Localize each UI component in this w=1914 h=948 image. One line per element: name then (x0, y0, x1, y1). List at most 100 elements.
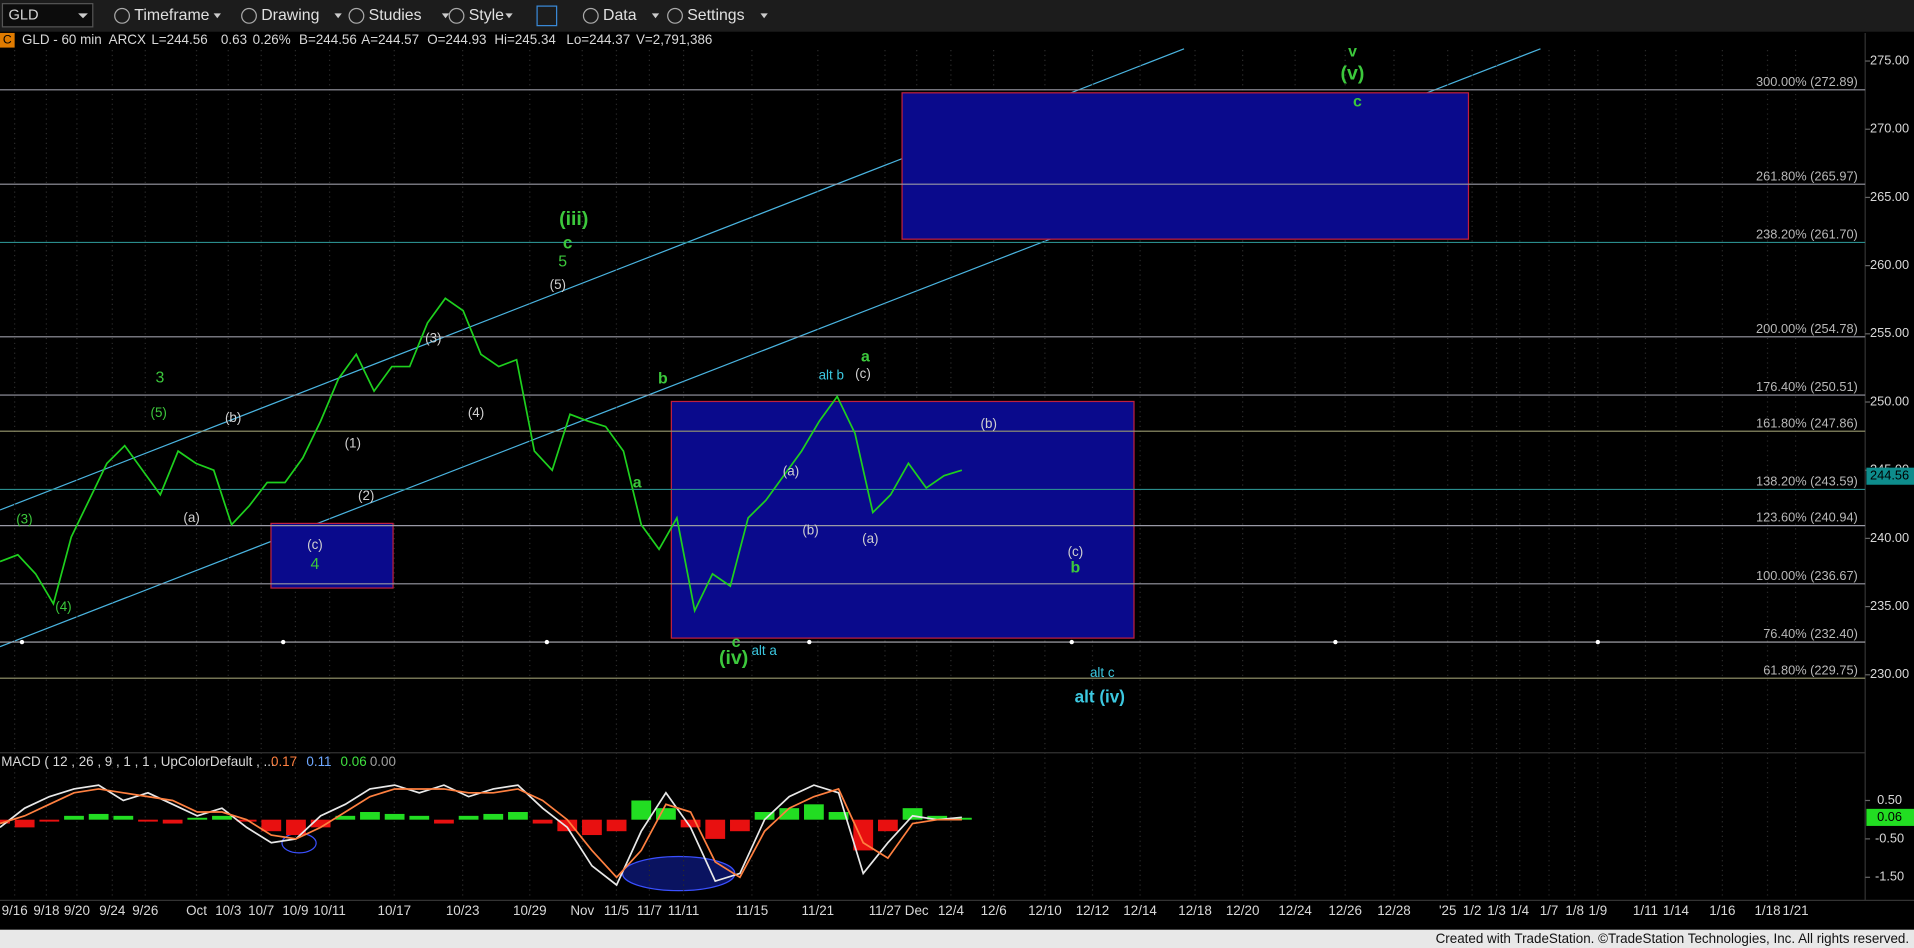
last-value-tag (1866, 808, 1914, 826)
wave-label: c (563, 234, 573, 253)
x-tick-label: 11/15 (736, 903, 769, 918)
menu-icon[interactable] (114, 7, 131, 24)
x-tick-label: 9/24 (99, 903, 126, 918)
wave-label: 4 (311, 556, 320, 573)
histogram-bar (705, 819, 726, 839)
histogram-bar (779, 808, 800, 820)
last-price-label: 244.56 (1870, 468, 1909, 483)
symbol[interactable]: GLD (9, 8, 39, 24)
menu-icon[interactable] (448, 7, 465, 24)
wave-label: (4) (468, 405, 484, 420)
wave-label: alt a (751, 643, 777, 658)
info-field: L=244.56 (151, 32, 207, 47)
y-tick-label: -1.50 (1875, 869, 1904, 884)
wave-label: (b) (981, 416, 997, 431)
macd-title: MACD ( 12 , 26 , 9 , 1 , 1 , UpColorDefa… (1, 754, 275, 769)
symbol-box[interactable] (1, 3, 94, 28)
last-price-tag (1866, 467, 1914, 485)
y-tick-label: -0.50 (1875, 830, 1904, 845)
menu-item[interactable]: Timeframe (134, 7, 209, 24)
y-tick-label: 260.00 (1870, 257, 1909, 272)
price-line (0, 787, 962, 879)
wave-label: b (658, 371, 668, 388)
x-tick-label: 1/11 (1633, 903, 1658, 918)
fib-label: 138.20% (243.59) (1756, 474, 1858, 489)
macd-readout: 0.17 (271, 754, 297, 769)
x-tick-label: 12/4 (938, 903, 965, 918)
x-tick-label: Nov (570, 903, 594, 918)
fib-label: 123.60% (240.94) (1756, 510, 1858, 525)
dropdown-arrow (760, 13, 768, 19)
fib-label: 176.40% (250.51) (1756, 379, 1858, 394)
wave-label: (v) (1341, 63, 1365, 85)
histogram-bar (582, 819, 602, 836)
price-line (0, 297, 963, 614)
x-tick-label: 11/5 (604, 903, 629, 918)
level-marker (280, 639, 286, 645)
histogram-bar (631, 800, 652, 820)
wave-label: c (732, 634, 741, 651)
fib-label: 61.80% (229.75) (1763, 662, 1858, 677)
wave-label: (1) (345, 436, 361, 451)
info-field: B=244.56 (299, 32, 357, 47)
histogram-bar (14, 819, 35, 828)
histogram-bar (656, 808, 676, 820)
dropdown-arrow (441, 13, 450, 19)
wave-label: (4) (55, 599, 71, 614)
wave-label: alt b (819, 367, 844, 382)
wave-label: (3) (16, 511, 32, 526)
fib-label: 238.20% (261.70) (1756, 227, 1858, 242)
menu-icon[interactable] (241, 7, 257, 24)
histogram-bar (951, 817, 972, 820)
layout-icon[interactable] (536, 5, 558, 27)
x-tick-label: 11/27 (869, 903, 902, 918)
menu-item[interactable]: Style (469, 7, 504, 24)
info-field: 0.26% (253, 32, 291, 47)
toolbar (0, 0, 1914, 32)
x-tick-label: 11/21 (802, 903, 835, 918)
menu-icon[interactable] (582, 7, 599, 24)
wave-label: (c) (307, 537, 323, 552)
x-tick-label: 12/10 (1028, 903, 1062, 918)
fib-label: 100.00% (236.67) (1756, 568, 1858, 583)
menu-item[interactable]: Drawing (261, 7, 319, 24)
y-tick-label: 275.00 (1870, 52, 1909, 67)
menu-item[interactable]: Data (603, 7, 637, 24)
macd-readout: 0.11 (306, 754, 331, 769)
wave-label: c (1353, 94, 1362, 111)
histogram-bar (557, 819, 578, 832)
menu-icon[interactable] (348, 7, 365, 24)
histogram-bar (64, 815, 84, 820)
histogram-bar (360, 812, 380, 820)
x-tick-label: 1/21 (1783, 903, 1809, 918)
level-marker (544, 639, 550, 645)
menu-item[interactable]: Studies (369, 7, 422, 24)
macd-readout: 0.06 (341, 754, 367, 769)
menu-item[interactable]: Settings (687, 7, 744, 24)
y-tick-label: 250.00 (1870, 393, 1909, 408)
y-tick-label: 235.00 (1870, 598, 1909, 613)
histogram-bar (878, 819, 898, 832)
y-tick-label: 270.00 (1870, 121, 1909, 136)
histogram-bar (434, 819, 454, 824)
x-tick-label: 12/20 (1226, 903, 1260, 918)
histogram-bar (680, 819, 701, 828)
histogram-bar (532, 819, 553, 824)
fib-label: 200.00% (254.78) (1756, 321, 1858, 336)
wave-label: alt (iv) (1075, 687, 1125, 706)
histogram-bar (113, 815, 134, 820)
menu-icon[interactable] (667, 7, 683, 24)
histogram-bar (212, 815, 232, 820)
x-tick-label: 12/24 (1278, 903, 1312, 918)
wave-label: (a) (783, 464, 799, 479)
x-tick-label: 1/4 (1510, 903, 1529, 918)
histogram-bar (138, 819, 158, 822)
target-zone (901, 92, 1470, 240)
y-tick-label: 230.00 (1870, 666, 1909, 681)
level-marker (1595, 639, 1601, 645)
histogram-bar (286, 819, 306, 836)
x-tick-label: 9/18 (33, 903, 59, 918)
footer: Created with TradeStation. ©TradeStation… (1436, 931, 1910, 946)
